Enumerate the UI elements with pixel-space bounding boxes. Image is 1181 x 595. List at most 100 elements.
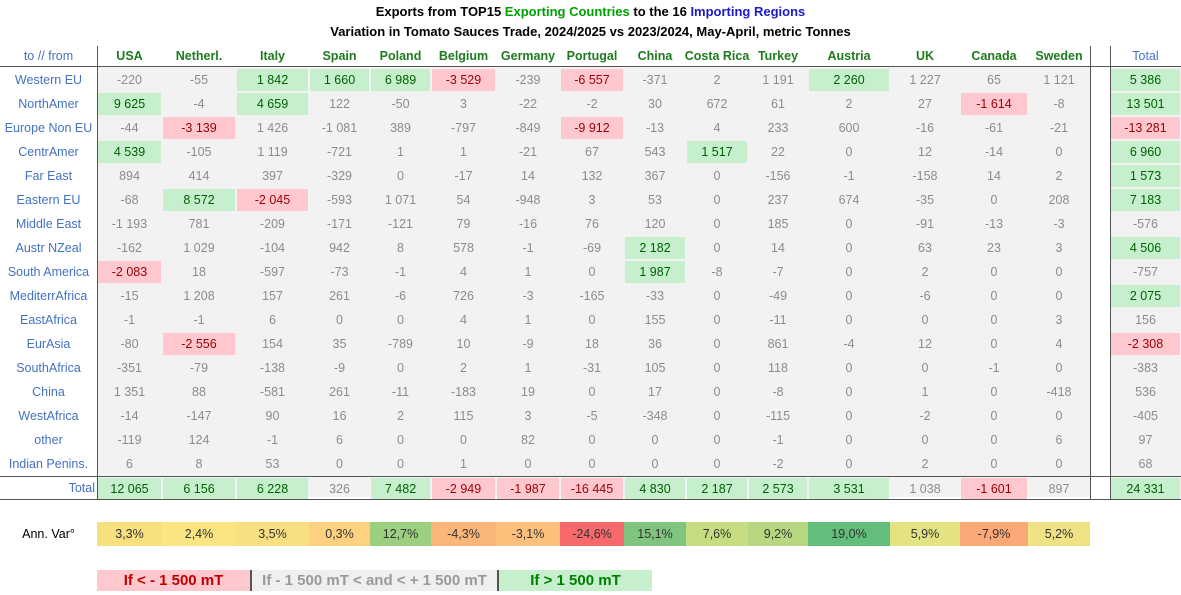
value-cell: 6 (336, 433, 343, 447)
row-label: MediterrAfrica (9, 289, 88, 303)
totals-cell: -2 949 (432, 478, 495, 500)
total-cell: 5 386 (1111, 69, 1180, 91)
value-cell: 367 (644, 169, 666, 183)
totals-cell: -1 987 (497, 478, 559, 500)
legend-high: If > 1 500 mT (499, 570, 652, 591)
value-cell: -2 (586, 97, 598, 111)
value-cell: -593 (326, 193, 353, 207)
value-cell: 0 (713, 193, 721, 207)
annual-variation: -7,9% (960, 522, 1028, 546)
value-cell: -1 (522, 241, 534, 255)
value-cell: -1 (193, 313, 205, 327)
value-cell: 1 029 (183, 241, 215, 255)
value-cell: -4 (193, 97, 205, 111)
column-header: Poland (379, 49, 422, 63)
rule (250, 570, 252, 591)
value-cell: 2 (921, 265, 929, 279)
annual-variation: 0,3% (309, 522, 370, 546)
value-cell: -2 083 (98, 261, 161, 283)
value-cell: -1 (266, 433, 279, 447)
value-cell: 0 (336, 457, 343, 471)
value-cell: -79 (189, 361, 209, 375)
totals-cell: 2 187 (687, 478, 747, 500)
value-cell: -2 556 (163, 333, 235, 355)
value-cell: 0 (713, 289, 721, 303)
value-cell: 0 (713, 217, 721, 231)
legend-low: If < - 1 500 mT (97, 570, 250, 591)
value-cell: 0 (921, 433, 929, 447)
annual-variation: -4,3% (431, 522, 496, 546)
value-cell: 157 (262, 289, 283, 303)
value-cell: -6 (919, 289, 931, 303)
total-cell: 2 075 (1111, 285, 1180, 307)
value-cell: -80 (120, 337, 139, 351)
value-cell: 3 (1055, 313, 1063, 327)
annual-variation: 5,2% (1028, 522, 1090, 546)
value-cell: -73 (330, 265, 349, 279)
value-cell: 0 (845, 217, 853, 231)
value-cell: 233 (767, 121, 789, 135)
annual-variation: 3,5% (236, 522, 309, 546)
value-cell: 1 191 (762, 73, 794, 87)
value-cell: -138 (259, 361, 286, 375)
value-cell: 0 (651, 433, 659, 447)
annual-variation-label: Ann. Var° (22, 527, 75, 541)
value-cell: -3 529 (432, 69, 495, 91)
value-cell: -35 (915, 193, 935, 207)
value-cell: 53 (648, 193, 662, 207)
column-header: UK (915, 49, 935, 63)
title-part: to the 16 (629, 3, 691, 19)
value-cell: 0 (990, 457, 998, 471)
value-cell: -121 (387, 217, 414, 231)
value-cell: 1 (460, 457, 467, 471)
value-cell: 0 (1055, 361, 1063, 375)
value-cell: -11 (769, 313, 787, 327)
value-cell: 389 (390, 121, 411, 135)
annual-variation: 15,1% (624, 522, 686, 546)
value-cell: -22 (518, 97, 538, 111)
value-cell: 0 (713, 337, 721, 351)
value-cell: 4 (460, 265, 467, 279)
value-cell: -1 (123, 313, 136, 327)
column-header: Netherl. (175, 49, 223, 63)
value-cell: 1 (397, 145, 404, 159)
value-cell: -2 (772, 457, 784, 471)
value-cell: 12 (918, 337, 932, 351)
value-cell: 4 659 (237, 93, 308, 115)
value-cell: 0 (713, 457, 721, 471)
totals-cell: 12 065 (98, 478, 161, 500)
value-cell: -797 (450, 121, 477, 135)
value-cell: 0 (845, 433, 853, 447)
value-cell: 674 (838, 193, 860, 207)
total-cell: 1 573 (1111, 165, 1180, 187)
total-cell: 68 (1138, 457, 1153, 471)
value-cell: 0 (588, 457, 596, 471)
total-cell: 97 (1138, 433, 1153, 447)
row-label: CentrAmer (18, 145, 79, 159)
value-cell: 0 (397, 169, 404, 183)
legend-mid: If - 1 500 mT < and < + 1 500 mT (252, 570, 497, 591)
value-cell: 2 (397, 409, 404, 423)
value-cell: 0 (588, 385, 596, 399)
value-cell: 0 (397, 433, 404, 447)
value-cell: -6 (394, 289, 407, 303)
value-cell: 2 (845, 97, 853, 111)
value-cell: 132 (581, 169, 603, 183)
value-cell: 261 (329, 385, 350, 399)
value-cell: -31 (582, 361, 602, 375)
value-cell: -2 045 (237, 189, 308, 211)
value-cell: 578 (453, 241, 474, 255)
value-cell: -171 (326, 217, 353, 231)
value-cell: 0 (845, 265, 853, 279)
value-cell: -371 (642, 73, 668, 87)
value-cell: 0 (397, 313, 404, 327)
row-label: Middle East (15, 217, 82, 231)
column-header: Germany (500, 49, 556, 63)
value-cell: -115 (765, 409, 791, 423)
annual-variation: -24,6% (560, 522, 624, 546)
value-cell: 16 (332, 409, 347, 423)
value-cell: 1 (921, 385, 929, 399)
value-cell: -329 (326, 169, 353, 183)
rule (1090, 46, 1091, 499)
value-cell: 0 (990, 409, 998, 423)
